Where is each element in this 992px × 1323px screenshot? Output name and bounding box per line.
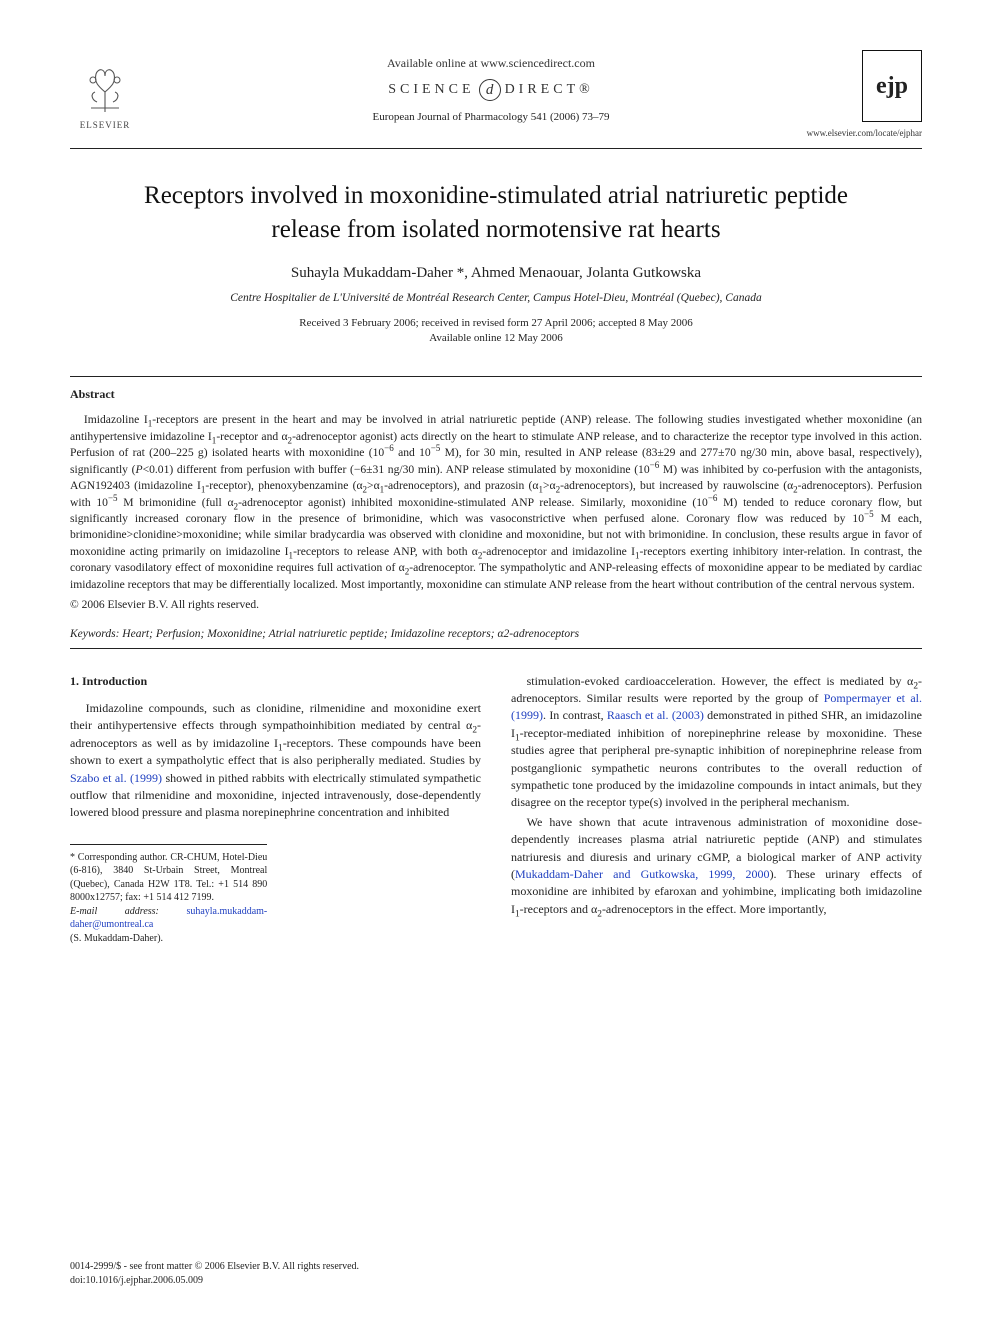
article-title: Receptors involved in moxonidine-stimula…	[110, 179, 882, 247]
elsevier-tree-icon	[78, 62, 132, 118]
keywords-text: Heart; Perfusion; Moxonidine; Atrial nat…	[122, 628, 579, 640]
publisher-name: ELSEVIER	[80, 120, 131, 130]
elsevier-logo: ELSEVIER	[70, 50, 140, 130]
email-label: E-mail address:	[70, 906, 159, 917]
article-dates: Received 3 February 2006; received in re…	[70, 316, 922, 347]
header-rule	[70, 148, 922, 149]
journal-citation: European Journal of Pharmacology 541 (20…	[140, 111, 842, 123]
dates-online: Available online 12 May 2006	[70, 331, 922, 346]
left-column: 1. Introduction Imidazoline compounds, s…	[70, 673, 481, 946]
keywords-label: Keywords:	[70, 628, 119, 640]
intro-para-1-cont: stimulation-evoked cardioacceleration. H…	[511, 673, 922, 812]
abstract-body: Imidazoline I1-receptors are present in …	[70, 412, 922, 613]
corresponding-author: * Corresponding author. CR-CHUM, Hotel-D…	[70, 851, 267, 905]
email-tail: (S. Mukaddam-Daher).	[70, 932, 267, 946]
journal-url: www.elsevier.com/locate/ejphar	[807, 128, 922, 138]
issn-line: 0014-2999/$ - see front matter © 2006 El…	[70, 1260, 359, 1274]
affiliation: Centre Hospitalier de L'Université de Mo…	[70, 292, 922, 304]
abstract-bottom-rule	[70, 648, 922, 649]
footnotes: * Corresponding author. CR-CHUM, Hotel-D…	[70, 844, 267, 946]
body-columns: 1. Introduction Imidazoline compounds, s…	[70, 673, 922, 946]
authors: Suhayla Mukaddam-Daher *, Ahmed Menaouar…	[70, 265, 922, 282]
intro-para-2: We have shown that acute intravenous adm…	[511, 814, 922, 918]
sciencedirect-left: SCIENCE	[388, 82, 474, 98]
authors-text: Suhayla Mukaddam-Daher *, Ahmed Menaouar…	[291, 265, 701, 281]
keywords-block: Keywords: Heart; Perfusion; Moxonidine; …	[70, 628, 922, 640]
abstract-text: Imidazoline I1-receptors are present in …	[70, 412, 922, 593]
copyright-line: © 2006 Elsevier B.V. All rights reserved…	[70, 597, 922, 613]
page-footer: 0014-2999/$ - see front matter © 2006 El…	[70, 1260, 359, 1287]
ejp-logo: ejp	[862, 50, 922, 122]
sciencedirect-right: DIRECT®	[505, 82, 594, 98]
doi-line: doi:10.1016/j.ejphar.2006.05.009	[70, 1274, 359, 1288]
section-1-heading: 1. Introduction	[70, 673, 481, 690]
right-column: stimulation-evoked cardioacceleration. H…	[511, 673, 922, 946]
dates-received: Received 3 February 2006; received in re…	[70, 316, 922, 331]
journal-logo-block: ejp www.elsevier.com/locate/ejphar	[842, 50, 922, 138]
abstract-top-rule	[70, 376, 922, 377]
abstract-label: Abstract	[70, 387, 922, 402]
sciencedirect-logo: SCIENCE DIRECT®	[388, 79, 594, 101]
available-online-text: Available online at www.sciencedirect.co…	[140, 56, 842, 71]
page-header: ELSEVIER Available online at www.science…	[70, 50, 922, 138]
intro-para-1: Imidazoline compounds, such as clonidine…	[70, 700, 481, 822]
sciencedirect-d-icon	[479, 79, 501, 101]
email-line: E-mail address: suhayla.mukaddam-daher@u…	[70, 905, 267, 932]
center-header: Available online at www.sciencedirect.co…	[140, 50, 842, 123]
